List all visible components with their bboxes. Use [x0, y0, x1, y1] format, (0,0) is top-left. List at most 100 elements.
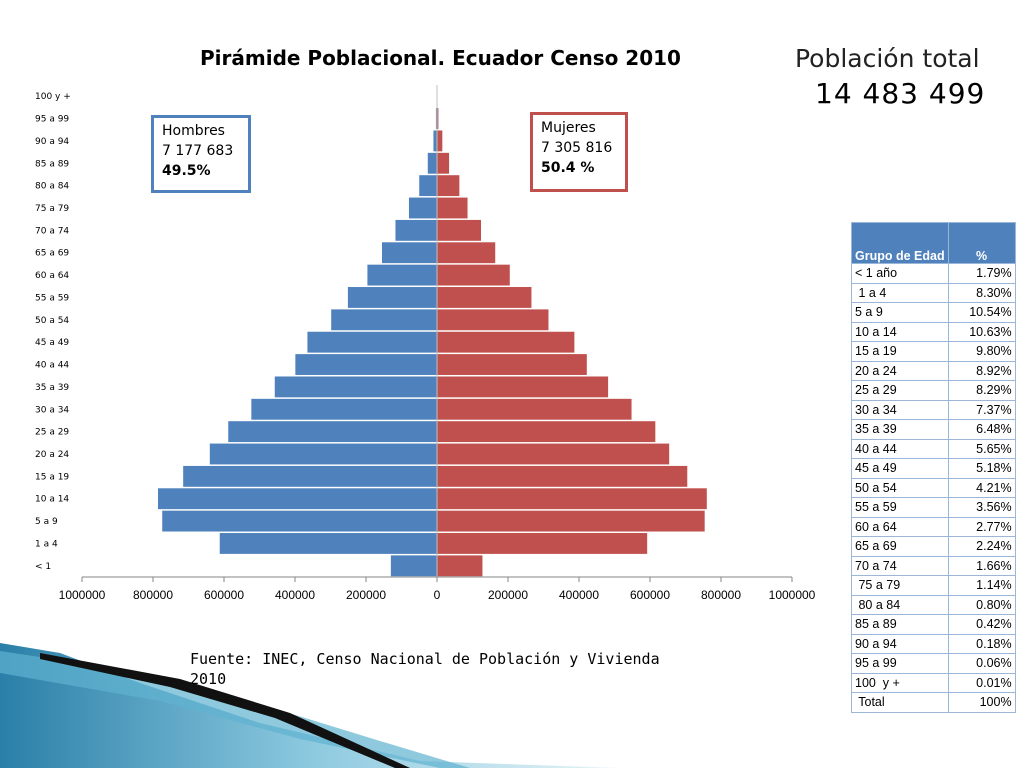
percent-cell: 0.06%: [947, 653, 1016, 674]
y-tick-label: 10 a 14: [35, 495, 69, 505]
y-tick-label: 95 a 99: [35, 115, 69, 125]
percent-cell: 5.65%: [947, 438, 1016, 459]
men-count: 7 177 683: [162, 143, 234, 159]
women-bar: [437, 488, 707, 510]
y-tick-label: < 1: [35, 562, 51, 572]
source-note: Fuente: INEC, Censo Nacional de Població…: [190, 650, 660, 688]
men-bar: [367, 264, 437, 286]
slide-decoration: [0, 643, 620, 768]
women-bar: [437, 242, 496, 264]
percent-cell: 2.24%: [947, 536, 1016, 557]
x-tick-label: 200000: [346, 588, 386, 602]
y-tick-label: 30 a 34: [35, 405, 69, 415]
table-row: 25 a 29 8.29%: [851, 380, 1016, 401]
percent-cell: 8.30%: [947, 282, 1016, 303]
percent-cell: 1.79%: [947, 263, 1016, 284]
age-group-cell: 30 a 34: [851, 399, 949, 420]
table-row: 100 y +0.01%: [851, 672, 1016, 693]
y-tick-label: 5 a 9: [35, 517, 58, 527]
women-bar: [437, 331, 575, 353]
x-tick-label: 400000: [559, 588, 599, 602]
y-tick-label: 65 a 69: [35, 249, 69, 259]
table-row: 55 a 59 3.56%: [851, 497, 1016, 518]
women-label: Mujeres: [541, 120, 596, 136]
percent-cell: 9.80%: [947, 341, 1016, 362]
table-row: 5 a 9 10.54%: [851, 302, 1016, 323]
age-group-cell: 1 a 4: [851, 282, 949, 303]
x-tick-label: 600000: [630, 588, 670, 602]
percent-cell: 100%: [947, 692, 1016, 713]
men-bar: [183, 465, 437, 487]
men-bar: [427, 152, 437, 174]
age-group-cell: 95 a 99: [851, 653, 949, 674]
table-row: 1 a 4 8.30%: [851, 282, 1016, 303]
x-tick-label: 1000000: [59, 588, 106, 602]
women-bar: [437, 443, 670, 465]
total-population-label: Población total: [795, 44, 980, 73]
age-group-cell: 15 a 19: [851, 341, 949, 362]
women-bar: [437, 309, 549, 331]
men-bar: [331, 309, 437, 331]
x-tick-label: 400000: [275, 588, 315, 602]
y-tick-label: 45 a 49: [35, 338, 69, 348]
women-bar: [437, 354, 587, 375]
table-row: 50 a 54 4.21%: [851, 477, 1016, 498]
y-tick-label: 20 a 24: [35, 450, 69, 460]
percent-cell: 5.18%: [947, 458, 1016, 479]
men-bar: [274, 376, 437, 398]
age-group-cell: 45 a 49: [851, 458, 949, 479]
age-group-cell: 70 a 74: [851, 555, 949, 576]
age-group-cell: < 1 año: [851, 263, 949, 284]
men-bar: [157, 488, 437, 510]
percent-cell: 0.42%: [947, 614, 1016, 635]
y-tick-label: 25 a 29: [35, 428, 69, 438]
men-bar: [251, 398, 437, 420]
age-group-cell: 80 a 84: [851, 594, 949, 615]
table-row: 85 a 89 0.42%: [851, 614, 1016, 635]
men-bar: [390, 555, 437, 577]
table-row: 10 a 14 10.63%: [851, 321, 1016, 342]
x-tick-label: 800000: [133, 588, 173, 602]
table-row: < 1 año 1.79%: [851, 263, 1016, 284]
women-bar: [437, 555, 483, 577]
y-tick-label: 55 a 59: [35, 293, 69, 303]
women-bar: [437, 398, 632, 420]
table-row: 15 a 19 9.80%: [851, 341, 1016, 362]
percent-cell: 7.37%: [947, 399, 1016, 420]
percent-cell: 10.54%: [947, 302, 1016, 323]
women-bar: [437, 533, 648, 554]
header-percent: %: [947, 222, 1016, 264]
percent-cell: 10.63%: [947, 321, 1016, 342]
table-row: 20 a 24 8.92%: [851, 360, 1016, 381]
men-bar: [295, 354, 437, 375]
percent-cell: 6.48%: [947, 419, 1016, 440]
women-percent: 50.4 %: [541, 160, 595, 176]
women-bar: [437, 130, 443, 152]
x-tick-label: 200000: [488, 588, 528, 602]
y-tick-label: 35 a 39: [35, 383, 69, 393]
women-bar: [437, 465, 688, 487]
percent-cell: 8.92%: [947, 360, 1016, 381]
population-pyramid-chart: < 1 1 a 4 5 a 9 10 a 14 15 a 19 20 a 24 25 a 2…: [35, 85, 816, 602]
y-tick-label: 1 a 4: [35, 539, 58, 549]
men-bar: [347, 287, 437, 308]
men-bar: [307, 331, 437, 353]
table-row: 35 a 39 6.48%: [851, 419, 1016, 440]
age-group-cell: 25 a 29: [851, 380, 949, 401]
percent-cell: 3.56%: [947, 497, 1016, 518]
age-group-cell: 10 a 14: [851, 321, 949, 342]
table-row: 45 a 49 5.18%: [851, 458, 1016, 479]
age-group-cell: 50 a 54: [851, 477, 949, 498]
women-bar: [437, 197, 468, 219]
age-group-cell: 5 a 9: [851, 302, 949, 323]
men-bar: [433, 130, 437, 152]
percent-cell: 8.29%: [947, 380, 1016, 401]
women-bar: [437, 264, 510, 286]
y-tick-label: 50 a 54: [35, 316, 69, 326]
women-bar: [437, 510, 705, 532]
women-bar: [437, 175, 460, 197]
age-group-cell: 90 a 94: [851, 633, 949, 654]
percent-cell: 0.01%: [947, 672, 1016, 693]
men-label: Hombres: [162, 123, 225, 139]
table-row: 80 a 84 0.80%: [851, 594, 1016, 615]
